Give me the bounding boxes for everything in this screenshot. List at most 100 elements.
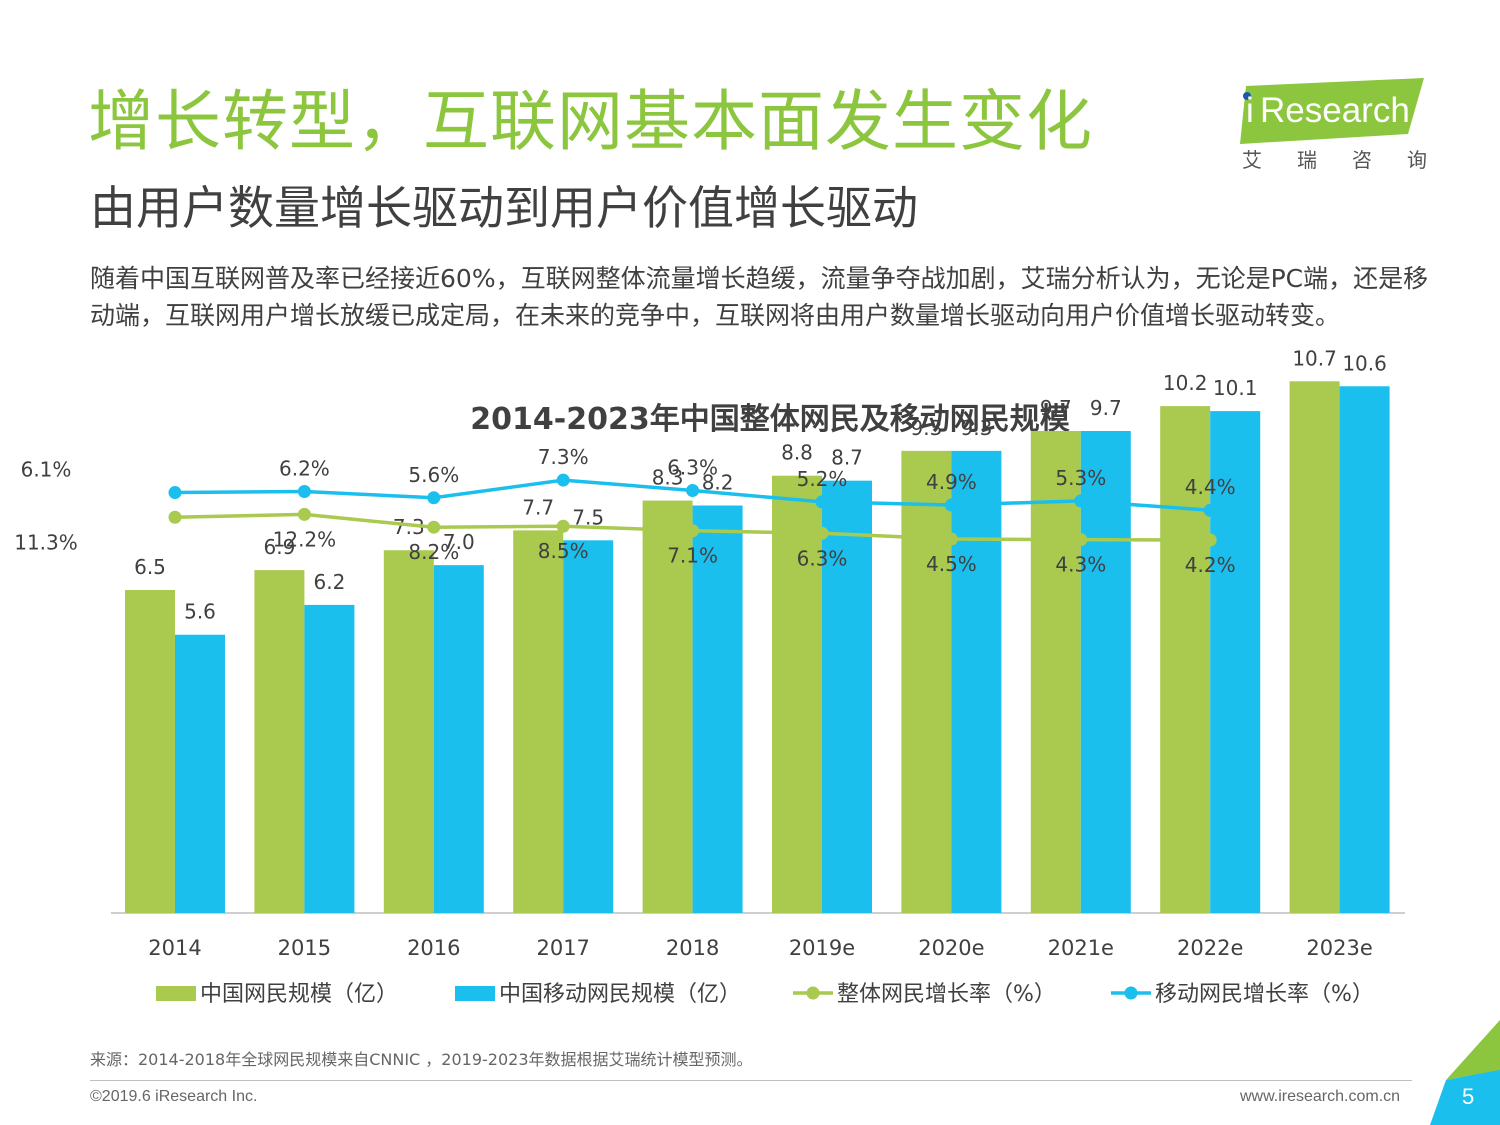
growth-value-label: 11.3% <box>14 530 78 554</box>
bar-total <box>772 475 822 913</box>
legend-swatch <box>156 986 196 1001</box>
growth-value-label: 6.3% <box>797 546 848 570</box>
bar-total <box>383 550 434 913</box>
bar-mobile <box>692 505 743 913</box>
bar-value-label: 6.2 <box>313 570 345 594</box>
bar-total <box>901 450 952 913</box>
point-mobile-growth <box>815 495 829 509</box>
point-total-growth <box>556 519 570 533</box>
point-total-growth <box>297 507 311 521</box>
bar-value-label: 9.3 <box>960 416 992 440</box>
bar-mobile <box>951 450 1002 913</box>
bar-value-label: 9.7 <box>1040 396 1072 420</box>
bar-total <box>513 530 564 913</box>
footer-divider <box>90 1080 1412 1081</box>
point-total-growth <box>168 510 182 524</box>
bar-total <box>125 590 175 913</box>
bar-value-label: 9.7 <box>1090 396 1122 420</box>
legend-swatch-marker <box>1124 986 1138 1000</box>
growth-value-label: 6.2% <box>279 457 330 481</box>
growth-value-label: 5.3% <box>1055 466 1106 490</box>
page-subtitle: 由用户数量增长驱动到用户价值增长驱动 <box>90 181 918 235</box>
bar-total <box>642 500 693 913</box>
x-tick-label: 2019e <box>789 936 855 960</box>
bar-value-label: 7.0 <box>443 530 475 554</box>
x-tick-label: 2017 <box>536 936 589 960</box>
growth-value-label: 4.5% <box>926 552 977 576</box>
point-mobile-growth <box>168 486 182 500</box>
growth-value-label: 4.2% <box>1185 553 1236 577</box>
bar-mobile <box>1210 411 1261 913</box>
growth-value-label: 7.1% <box>667 544 718 568</box>
point-mobile-growth <box>1203 503 1217 517</box>
bar-mobile <box>563 540 614 913</box>
x-tick-label: 2023e <box>1306 936 1372 960</box>
growth-value-label: 4.4% <box>1185 475 1236 499</box>
point-mobile-growth <box>686 483 700 497</box>
growth-value-label: 12.2% <box>273 527 337 551</box>
point-mobile-growth <box>1074 494 1088 508</box>
bar-value-label: 10.1 <box>1213 376 1258 400</box>
legend-label: 整体网民增长率（%） <box>837 982 1056 1007</box>
logo-text: Research <box>1260 91 1410 130</box>
bar-value-label: 7.7 <box>522 495 554 519</box>
growth-value-label: 4.9% <box>926 470 977 494</box>
point-mobile-growth <box>427 491 441 505</box>
bar-value-label: 9.3 <box>910 416 942 440</box>
bar-value-label: 8.7 <box>831 446 863 470</box>
logo-banner-shape <box>1240 78 1424 144</box>
x-tick-label: 2016 <box>407 936 460 960</box>
intro-paragraph: 随着中国互联网普及率已经接近60%，互联网整体流量增长趋缓，流量争夺战加剧，艾瑞… <box>90 264 1429 330</box>
bar-total <box>254 570 305 913</box>
bar-value-label: 8.3 <box>652 466 684 490</box>
website-link[interactable]: www.iresearch.com.cn <box>1240 1088 1401 1105</box>
growth-value-label: 8.5% <box>538 539 589 563</box>
bar-mobile <box>1339 386 1390 913</box>
point-total-growth <box>1074 533 1088 547</box>
point-total-growth <box>815 526 829 540</box>
bar-mobile <box>433 565 484 913</box>
page-number: 5 <box>1462 1084 1475 1109</box>
growth-value-label: 5.6% <box>408 463 459 487</box>
chart-title: 2014-2023年中国整体网民及移动网民规模 <box>470 402 1070 437</box>
point-total-growth <box>427 520 441 534</box>
page-title: 增长转型，互联网基本面发生变化 <box>88 83 1093 160</box>
x-tick-label: 2022e <box>1177 936 1243 960</box>
bar-mobile <box>175 634 225 913</box>
legend-label: 中国移动网民规模（亿） <box>499 982 741 1007</box>
bar-mobile <box>1080 430 1131 913</box>
legend-label: 中国网民规模（亿） <box>200 982 398 1007</box>
logo-dot-icon <box>1243 92 1251 100</box>
bar-total <box>1160 406 1211 913</box>
logo-i: i <box>1246 91 1254 130</box>
point-mobile-growth <box>297 485 311 499</box>
bar-total <box>1030 430 1081 913</box>
bar-value-label: 5.6 <box>184 600 216 624</box>
x-tick-label: 2014 <box>148 936 201 960</box>
logo-cn-text: 艾瑞咨询 <box>1242 148 1462 172</box>
point-total-growth <box>944 532 958 546</box>
copyright: ©2019.6 iResearch Inc. <box>90 1088 258 1105</box>
bar-mobile <box>822 480 872 913</box>
bar-value-label: 10.2 <box>1163 371 1208 395</box>
growth-value-label: 6.1% <box>21 458 72 482</box>
legend-label: 移动网民增长率（%） <box>1155 982 1374 1007</box>
legend-swatch-marker <box>806 986 820 1000</box>
point-total-growth <box>1203 533 1217 547</box>
growth-value-label: 6.3% <box>667 455 718 479</box>
x-tick-label: 2015 <box>278 936 331 960</box>
bar-value-label: 10.6 <box>1342 351 1387 375</box>
growth-value-label: 4.3% <box>1055 553 1106 577</box>
bar-total <box>1289 381 1340 913</box>
legend-swatch <box>455 986 495 1001</box>
iresearch-logo: i Research 艾瑞咨询 <box>1236 78 1431 172</box>
x-tick-label: 2018 <box>666 936 719 960</box>
x-tick-label: 2020e <box>918 936 984 960</box>
bar-mobile <box>304 604 355 913</box>
growth-value-label: 5.2% <box>797 467 848 491</box>
source-note: 来源：2014-2018年全球网民规模来自CNNIC ，2019-2023年数据… <box>90 1050 753 1069</box>
point-total-growth <box>686 524 700 538</box>
x-tick-label: 2021e <box>1048 936 1114 960</box>
growth-value-label: 7.3% <box>538 445 589 469</box>
